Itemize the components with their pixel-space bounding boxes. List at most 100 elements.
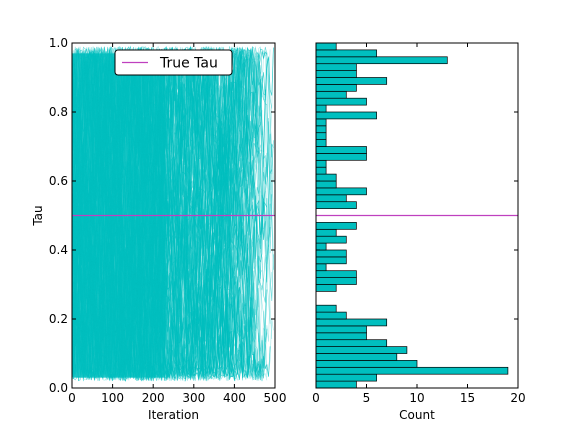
trace-line bbox=[72, 72, 268, 381]
trace-line bbox=[72, 51, 261, 381]
legend: True Tau bbox=[114, 49, 233, 76]
trace-line bbox=[72, 46, 232, 380]
histogram-bar bbox=[315, 222, 357, 230]
trace-y-tick-label: 0.0 bbox=[49, 381, 68, 395]
histogram-bar bbox=[315, 187, 367, 196]
trace-line bbox=[72, 45, 258, 318]
trace-line bbox=[72, 47, 263, 381]
trace-line bbox=[72, 49, 230, 381]
trace-line bbox=[72, 47, 256, 378]
trace-line bbox=[72, 48, 256, 369]
trace-line bbox=[72, 150, 237, 381]
trace-line bbox=[72, 45, 256, 381]
trace-line bbox=[72, 46, 268, 378]
trace-line bbox=[72, 153, 237, 381]
trace-line bbox=[72, 144, 255, 380]
trace-line bbox=[72, 103, 232, 382]
trace-line bbox=[72, 152, 273, 381]
trace-line bbox=[72, 154, 245, 378]
trace-line bbox=[72, 48, 274, 381]
trace-line bbox=[72, 48, 242, 381]
trace-line bbox=[72, 49, 261, 381]
trace-line bbox=[72, 46, 234, 381]
trace-line bbox=[72, 65, 268, 381]
histogram-bar bbox=[315, 311, 347, 320]
trace-line bbox=[72, 153, 237, 381]
trace-line bbox=[72, 54, 232, 380]
trace-line bbox=[72, 50, 245, 381]
trace-line bbox=[72, 45, 256, 381]
trace-line bbox=[72, 81, 248, 381]
trace-line bbox=[72, 154, 245, 378]
trace-line bbox=[72, 49, 238, 380]
trace-line bbox=[72, 53, 268, 382]
trace-line bbox=[72, 56, 248, 382]
trace-line bbox=[72, 51, 260, 379]
trace-line bbox=[72, 52, 273, 381]
trace-line bbox=[72, 50, 243, 378]
histogram-bar bbox=[315, 284, 337, 292]
trace-line bbox=[72, 48, 235, 380]
trace-line bbox=[72, 48, 274, 374]
trace-line bbox=[72, 46, 232, 204]
trace-line bbox=[72, 46, 238, 380]
trace-line bbox=[72, 47, 263, 372]
histogram-bar bbox=[315, 70, 357, 78]
trace-line bbox=[72, 81, 248, 381]
histogram-bar bbox=[315, 360, 418, 368]
trace-line bbox=[72, 47, 240, 286]
trace-line bbox=[72, 204, 260, 382]
histogram-x-axis-label: Count bbox=[399, 408, 435, 422]
histogram-bar bbox=[315, 353, 398, 361]
trace-line bbox=[72, 55, 274, 382]
histogram-bar bbox=[315, 277, 357, 285]
trace-line bbox=[72, 180, 261, 381]
histogram-bar bbox=[315, 242, 327, 251]
trace-line bbox=[72, 184, 235, 382]
histogram-bar bbox=[315, 304, 337, 313]
trace-x-tick-label: 300 bbox=[182, 391, 205, 405]
trace-line bbox=[72, 212, 232, 380]
trace-line bbox=[72, 47, 227, 259]
trace-line bbox=[72, 46, 238, 380]
trace-line bbox=[72, 60, 230, 376]
trace-line bbox=[72, 56, 248, 382]
trace-plot-frame bbox=[71, 42, 276, 389]
trace-y-axis-label: Tau bbox=[31, 205, 45, 226]
histogram-bar bbox=[315, 194, 347, 203]
trace-line bbox=[72, 72, 268, 381]
trace-line bbox=[72, 50, 260, 382]
trace-line bbox=[72, 64, 263, 378]
trace-line bbox=[72, 48, 242, 381]
trace-line bbox=[72, 180, 263, 381]
trace-line bbox=[72, 76, 274, 381]
trace-line bbox=[72, 49, 235, 376]
trace-line bbox=[72, 46, 268, 381]
trace-x-tick-label: 400 bbox=[223, 391, 246, 405]
trace-y-tick-label: 0.2 bbox=[49, 312, 68, 326]
trace-line bbox=[72, 46, 235, 368]
histogram-bar bbox=[315, 49, 377, 58]
trace-x-tick-label: 500 bbox=[264, 391, 287, 405]
trace-line bbox=[72, 47, 255, 380]
trace-line bbox=[72, 182, 238, 380]
trace-line bbox=[72, 47, 274, 381]
trace-line bbox=[72, 50, 266, 380]
trace-line bbox=[72, 49, 230, 381]
histogram-bar bbox=[315, 373, 377, 382]
trace-line bbox=[72, 136, 234, 380]
trace-line bbox=[72, 72, 268, 381]
trace-line bbox=[72, 45, 229, 331]
trace-line bbox=[72, 46, 248, 322]
trace-line bbox=[72, 45, 240, 379]
trace-line bbox=[72, 47, 237, 381]
trace-line bbox=[72, 47, 229, 382]
trace-x-tick-label: 0 bbox=[68, 391, 76, 405]
trace-line bbox=[72, 46, 274, 381]
histogram-bar bbox=[315, 249, 347, 258]
trace-line bbox=[72, 51, 235, 382]
trace-line bbox=[72, 47, 274, 380]
trace-line bbox=[72, 45, 260, 331]
trace-line bbox=[72, 136, 234, 380]
trace-line bbox=[72, 45, 260, 210]
